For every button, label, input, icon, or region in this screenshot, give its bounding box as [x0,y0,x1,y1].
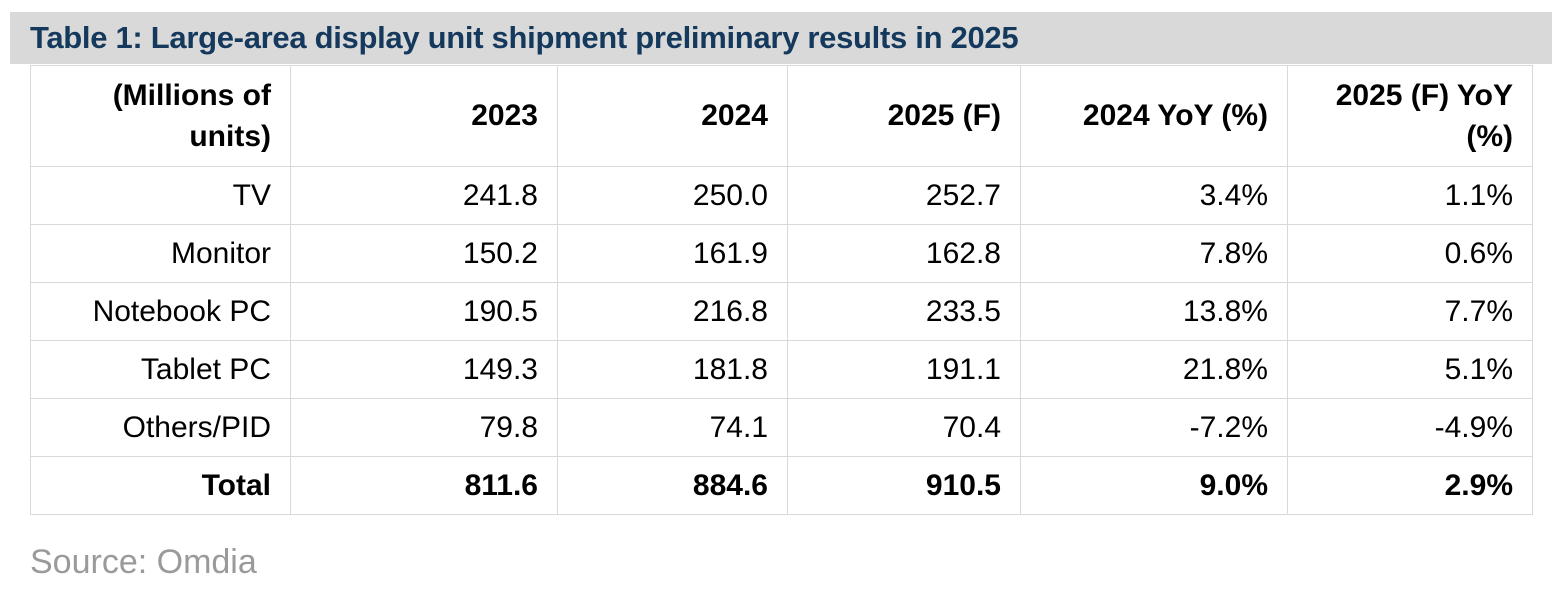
cell-2024: 181.8 [557,340,788,399]
cell-2024-yoy: 7.8% [1020,224,1288,283]
header-row: (Millions of units) 2023 2024 2025 (F) 2… [30,65,1533,167]
page-title: Table 1: Large-area display unit shipmen… [30,20,1019,55]
cell-2023: 811.6 [290,456,558,515]
column-header-units: (Millions of units) [30,65,291,167]
cell-2025f: 191.1 [787,340,1021,399]
cell-2024-yoy: 21.8% [1020,340,1288,399]
table-header: (Millions of units) 2023 2024 2025 (F) 2… [30,65,1533,167]
table-row-others-pid: Others/PID 79.8 74.1 70.4 -7.2% -4.9% [30,398,1533,457]
cell-2023: 149.3 [290,340,558,399]
cell-2025f: 252.7 [787,166,1021,225]
title-bar: Table 1: Large-area display unit shipmen… [10,12,1552,64]
cell-2024-yoy: 9.0% [1020,456,1288,515]
row-label: Total [30,456,291,515]
column-header-2025f: 2025 (F) [787,65,1021,167]
cell-2024: 216.8 [557,282,788,341]
cell-2025f: 70.4 [787,398,1021,457]
table-row-tv: TV 241.8 250.0 252.7 3.4% 1.1% [30,166,1533,225]
cell-2025f: 910.5 [787,456,1021,515]
column-header-2024: 2024 [557,65,788,167]
cell-2025f-yoy: 1.1% [1287,166,1533,225]
row-label: Notebook PC [30,282,291,341]
table-row-monitor: Monitor 150.2 161.9 162.8 7.8% 0.6% [30,224,1533,283]
source-note: Source: Omdia [30,543,257,581]
row-label: Tablet PC [30,340,291,399]
cell-2023: 79.8 [290,398,558,457]
cell-2024-yoy: 3.4% [1020,166,1288,225]
column-header-2025f-yoy: 2025 (F) YoY (%) [1287,65,1533,167]
cell-2024-yoy: -7.2% [1020,398,1288,457]
cell-2024: 250.0 [557,166,788,225]
table-body: TV 241.8 250.0 252.7 3.4% 1.1% Monitor 1… [30,166,1533,515]
shipment-table: (Millions of units) 2023 2024 2025 (F) 2… [30,65,1533,515]
cell-2025f-yoy: 7.7% [1287,282,1533,341]
cell-2023: 150.2 [290,224,558,283]
cell-2023: 190.5 [290,282,558,341]
row-label: Others/PID [30,398,291,457]
cell-2024: 74.1 [557,398,788,457]
cell-2024: 161.9 [557,224,788,283]
cell-2023: 241.8 [290,166,558,225]
column-header-2023: 2023 [290,65,558,167]
row-label: Monitor [30,224,291,283]
cell-2024: 884.6 [557,456,788,515]
cell-2025f-yoy: 0.6% [1287,224,1533,283]
table-row-notebook-pc: Notebook PC 190.5 216.8 233.5 13.8% 7.7% [30,282,1533,341]
cell-2025f-yoy: 2.9% [1287,456,1533,515]
cell-2025f: 162.8 [787,224,1021,283]
table-row-total: Total 811.6 884.6 910.5 9.0% 2.9% [30,456,1533,515]
cell-2025f-yoy: 5.1% [1287,340,1533,399]
row-label: TV [30,166,291,225]
cell-2025f-yoy: -4.9% [1287,398,1533,457]
column-header-2024-yoy: 2024 YoY (%) [1020,65,1288,167]
table-row-tablet-pc: Tablet PC 149.3 181.8 191.1 21.8% 5.1% [30,340,1533,399]
cell-2025f: 233.5 [787,282,1021,341]
cell-2024-yoy: 13.8% [1020,282,1288,341]
